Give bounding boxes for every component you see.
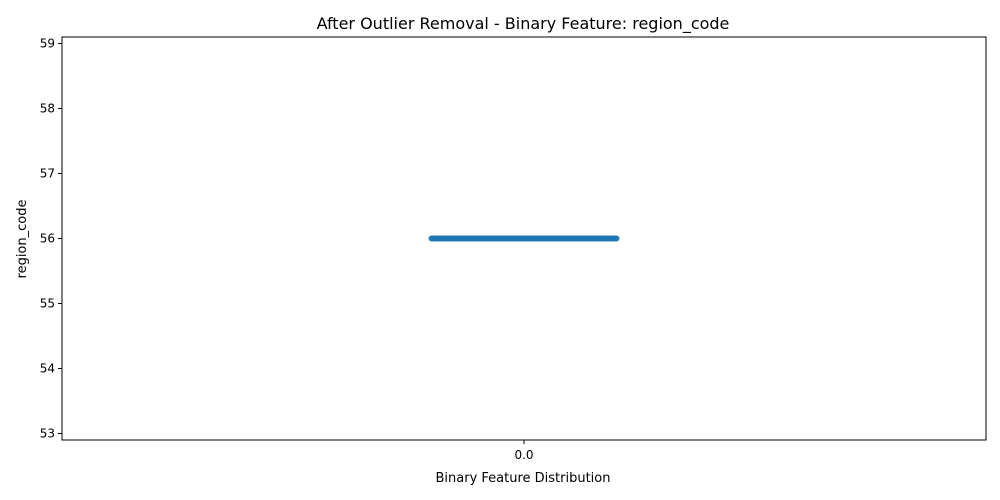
y-tick-label: 59 xyxy=(40,37,55,51)
y-tick-label: 58 xyxy=(40,102,55,116)
data-point xyxy=(613,235,620,242)
x-axis: 0.0 xyxy=(514,440,534,462)
y-tick-label: 53 xyxy=(40,427,55,441)
y-tick-label: 55 xyxy=(40,297,55,311)
y-tick-label: 57 xyxy=(40,167,55,181)
y-tick-label: 56 xyxy=(40,232,55,246)
chart-title: After Outlier Removal - Binary Feature: … xyxy=(317,14,730,34)
x-axis-label: Binary Feature Distribution xyxy=(435,471,610,486)
y-axis-label: region_code xyxy=(15,200,30,279)
x-tick-label: 0.0 xyxy=(514,448,533,462)
y-axis: 53 54 55 56 57 58 59 xyxy=(40,37,62,441)
data-points xyxy=(428,235,620,242)
y-tick-label: 54 xyxy=(40,362,55,376)
